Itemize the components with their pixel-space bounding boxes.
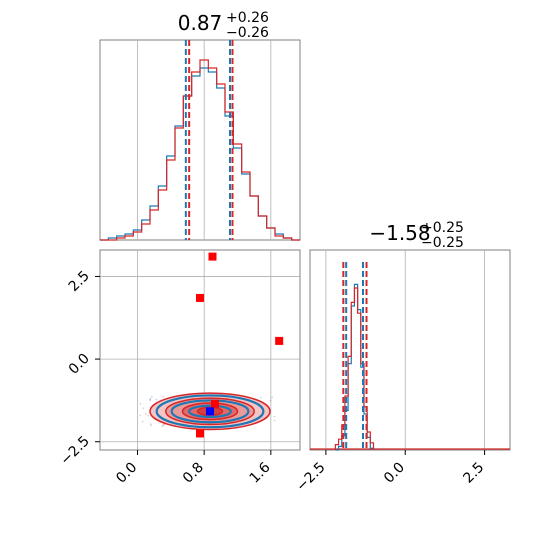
hist-series-1 bbox=[100, 59, 300, 241]
x-tick-label: 0.0 bbox=[381, 460, 408, 487]
histograms bbox=[100, 59, 300, 241]
title-main: 0.87 bbox=[178, 11, 223, 35]
grid bbox=[137, 40, 272, 240]
x-tick-label: −2.5 bbox=[293, 460, 328, 495]
sample-dot bbox=[271, 396, 274, 399]
y-tick-label: 2.5 bbox=[66, 268, 93, 295]
sample-dot bbox=[142, 407, 145, 410]
contour-blue-2 bbox=[188, 404, 232, 419]
sample-dot bbox=[150, 423, 152, 426]
title-param1: 0.87 bbox=[178, 11, 223, 35]
sample-dot bbox=[273, 419, 276, 422]
marker-5 bbox=[206, 407, 214, 416]
grid bbox=[325, 250, 486, 450]
sample-dot bbox=[150, 395, 153, 398]
title-sub: −0.25 bbox=[421, 235, 464, 251]
marker-0 bbox=[196, 293, 204, 302]
sample-dot bbox=[149, 424, 152, 427]
x-tick-label: 2.5 bbox=[460, 460, 487, 487]
marker-1 bbox=[208, 252, 217, 261]
marker-2 bbox=[275, 336, 284, 345]
sample-dot bbox=[269, 399, 272, 402]
sample-dot bbox=[141, 420, 144, 423]
title-sub: −0.26 bbox=[226, 25, 269, 41]
title-main: −1.58 bbox=[369, 221, 430, 245]
sample-dot bbox=[161, 425, 164, 428]
title-param2: −1.58 bbox=[369, 221, 430, 245]
x-tick-label: 0.8 bbox=[180, 460, 207, 487]
sample-dot bbox=[163, 423, 166, 426]
sample-dot bbox=[139, 402, 142, 405]
y-ticks: 2.5 0.0 −2.5 bbox=[57, 268, 100, 469]
sample-dot bbox=[162, 395, 165, 398]
title-sup: +0.26 bbox=[226, 10, 269, 26]
panel-scatter: 0.0 0.8 1.6 2.5 0.0 −2.5 bbox=[57, 249, 301, 487]
sample-dot bbox=[145, 413, 147, 415]
sample-dot bbox=[149, 399, 151, 401]
sample-dot bbox=[139, 414, 142, 417]
x-tick-label: 1.6 bbox=[247, 459, 274, 486]
markers bbox=[196, 252, 284, 438]
marker-3 bbox=[196, 429, 204, 438]
sample-dot bbox=[155, 398, 158, 401]
y-tick-label: −2.5 bbox=[57, 433, 92, 468]
marker-4 bbox=[211, 399, 219, 408]
sample-dot bbox=[149, 397, 152, 400]
y-tick-label: 0.0 bbox=[66, 351, 93, 378]
panel-hist-param1: 0.87 +0.26 −0.26 bbox=[99, 10, 301, 241]
x-ticks: −2.5 0.0 2.5 bbox=[293, 450, 487, 495]
sample-dot bbox=[147, 414, 150, 417]
quantile-lines bbox=[342, 262, 368, 450]
panel-hist-param2: −2.5 0.0 2.5 −1.58 +0.25 −0.25 bbox=[293, 220, 511, 495]
sample-dot bbox=[259, 396, 262, 399]
contour-blue-0 bbox=[155, 394, 265, 429]
contour-blue-1 bbox=[170, 399, 250, 424]
sample-dot bbox=[149, 399, 152, 401]
x-ticks: 0.0 0.8 1.6 bbox=[113, 450, 274, 487]
x-tick-label: 0.0 bbox=[113, 460, 140, 487]
panel-frame bbox=[309, 249, 511, 451]
sample-dot bbox=[162, 424, 164, 426]
sample-dot bbox=[273, 415, 276, 418]
title-sup: +0.25 bbox=[421, 220, 464, 236]
quantile-lines bbox=[184, 40, 234, 240]
